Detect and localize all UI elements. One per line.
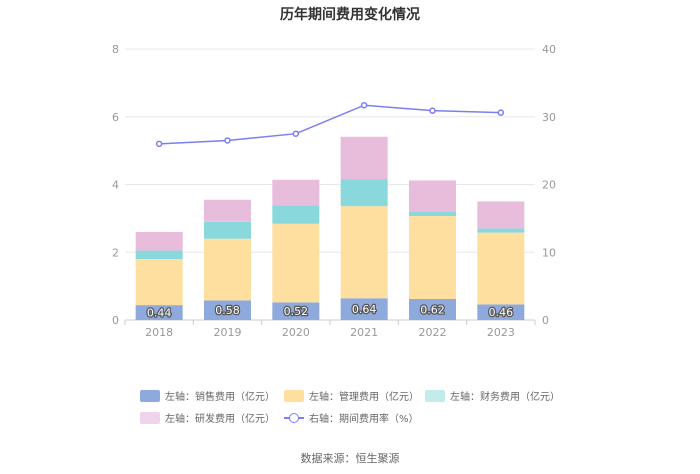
bar-segment	[272, 223, 320, 303]
bar-segment	[477, 201, 525, 229]
bar-segment	[477, 232, 525, 305]
bar-data-label: 0.58	[215, 304, 240, 317]
expense-rate-point	[497, 109, 505, 116]
legend-label-admin: 左轴：管理费用（亿元）	[309, 392, 419, 403]
chart-title: 历年期间费用变化情况	[280, 7, 420, 23]
x-tick-label: 2021	[350, 326, 378, 339]
expense-rate-point	[155, 140, 163, 148]
bar-segment	[477, 228, 525, 233]
y-left-tick-label: 6	[112, 111, 119, 124]
bar-data-label: 0.64	[352, 303, 377, 316]
bar-segment	[135, 259, 183, 306]
expense-rate-line	[159, 104, 501, 145]
legend-item-finance[interactable]: 左轴：财务费用（亿元）	[425, 388, 560, 403]
legend-swatch-rnd	[140, 411, 160, 424]
y-right-tick-label: 30	[542, 111, 556, 124]
y-right-tick-label: 10	[542, 246, 556, 259]
legend-item-expense-rate[interactable]: 右轴：期间费用率（%）	[284, 410, 419, 425]
expense-rate-point	[224, 137, 231, 144]
y-left-tick-label: 0	[112, 314, 119, 327]
legend-swatch-expense-rate	[284, 412, 304, 424]
x-tick-label: 2023	[487, 326, 515, 339]
bar-segment	[272, 179, 320, 206]
y-right-tick-label: 0	[542, 314, 549, 327]
legend-item-sales[interactable]: 左轴：销售费用（亿元）	[140, 388, 275, 403]
y-left-tick-label: 2	[112, 246, 119, 259]
x-tick-label: 2018	[145, 326, 173, 339]
bar-data-label: 0.44	[147, 307, 172, 320]
bar-segment	[340, 136, 388, 180]
bar-segment	[135, 231, 183, 251]
bar-segment	[340, 179, 388, 207]
bar-segment	[204, 199, 251, 222]
bar-segment	[204, 300, 251, 320]
x-tick-label: 2022	[419, 326, 447, 339]
legend-swatch-sales	[140, 389, 160, 402]
legend-label-finance: 左轴：财务费用（亿元）	[450, 392, 560, 403]
bar-segment	[477, 304, 525, 320]
bar-segment	[272, 205, 320, 224]
legend-label-expense-rate: 右轴：期间费用率（%）	[309, 414, 419, 425]
legend-item-rnd[interactable]: 左轴：研发费用（亿元）	[140, 410, 275, 425]
expense-rate-point	[292, 130, 300, 137]
x-tick-label: 2020	[282, 326, 310, 339]
bar-data-label: 0.62	[420, 303, 445, 316]
y-right-tick-label: 40	[542, 43, 556, 56]
legend-label-rnd: 左轴：研发费用（亿元）	[165, 414, 275, 425]
bar-segment	[340, 206, 388, 299]
x-tick-label: 2019	[214, 326, 242, 339]
data-source: 数据来源：恒生聚源	[300, 452, 400, 465]
bar-segment	[204, 221, 251, 239]
legend-swatch-finance	[425, 389, 445, 402]
y-left-tick-label: 4	[112, 179, 119, 192]
expense-rate-point	[360, 101, 368, 109]
legend-item-admin[interactable]: 左轴：管理费用（亿元）	[284, 388, 419, 403]
y-right-tick-label: 20	[542, 179, 556, 192]
bar-data-label: 0.46	[489, 306, 514, 319]
bar-segment	[409, 298, 456, 320]
bar-segment	[340, 298, 388, 320]
bar-segment	[409, 180, 456, 212]
bar-segment	[135, 305, 183, 320]
expense-rate-point	[429, 107, 436, 114]
legend-swatch-admin	[284, 389, 304, 402]
bar-segment	[409, 211, 456, 217]
bar-segment	[272, 302, 320, 320]
bar-segment	[409, 216, 456, 299]
bar-segment	[204, 238, 251, 301]
bar-data-label: 0.52	[284, 305, 309, 318]
legend-label-sales: 左轴：销售费用（亿元）	[165, 392, 275, 403]
bar-segment	[135, 250, 183, 260]
y-left-tick-label: 8	[112, 43, 119, 56]
